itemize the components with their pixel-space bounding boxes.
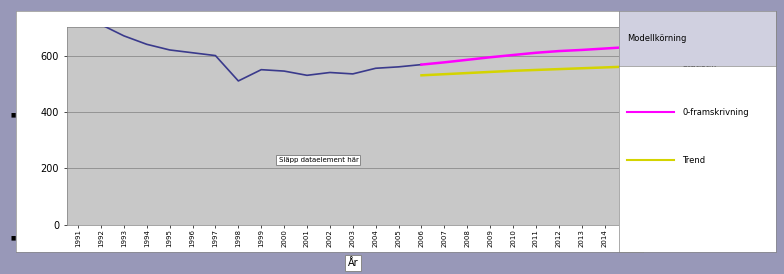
Text: Släpp dataelement här: Släpp dataelement här [278, 157, 358, 163]
Text: ■: ■ [10, 113, 16, 118]
Text: Trend: Trend [682, 156, 705, 165]
Text: År: År [347, 258, 358, 268]
Text: ■: ■ [10, 236, 16, 241]
Text: 0-framskrivning: 0-framskrivning [682, 108, 749, 117]
Text: Modellkörning: Modellkörning [627, 34, 687, 43]
Text: Statistik: Statistik [682, 59, 717, 68]
